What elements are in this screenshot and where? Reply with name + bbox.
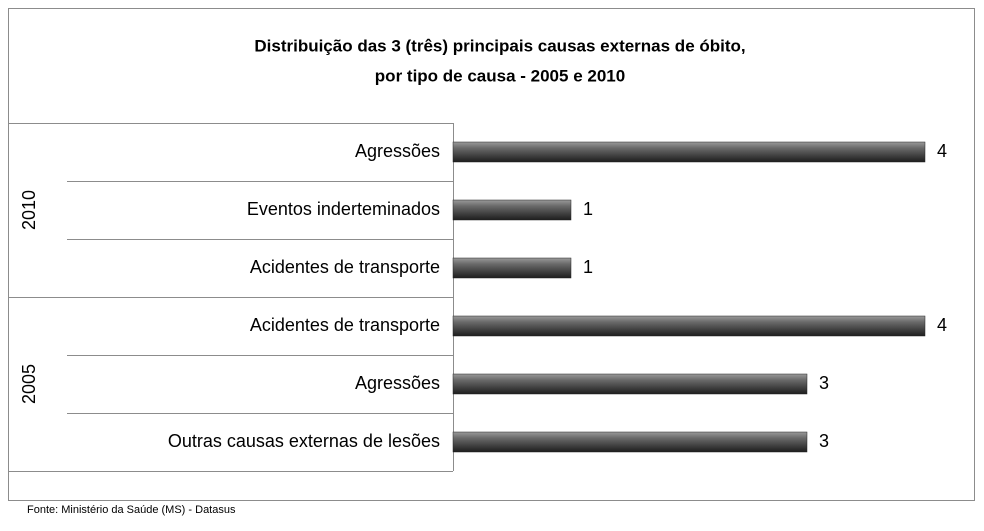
category-label: Eventos inderteminados	[247, 199, 440, 219]
group-label: 2005	[19, 364, 39, 404]
chart-border	[8, 8, 975, 501]
chart-title: Distribuição das 3 (três) principais cau…	[254, 36, 745, 55]
value-label: 3	[819, 431, 829, 451]
value-label: 4	[937, 315, 947, 335]
value-label: 1	[583, 199, 593, 219]
bar	[452, 431, 808, 453]
bar	[452, 257, 572, 279]
value-label: 3	[819, 373, 829, 393]
bar	[452, 373, 808, 395]
value-label: 4	[937, 141, 947, 161]
chart-title: por tipo de causa - 2005 e 2010	[375, 66, 625, 85]
bar	[452, 141, 926, 163]
category-label: Agressões	[355, 141, 440, 161]
group-label: 2010	[19, 190, 39, 230]
source: Fonte: Ministério da Saúde (MS) - Datasu…	[27, 504, 236, 516]
value-label: 1	[583, 257, 593, 277]
category-label: Acidentes de transporte	[250, 257, 440, 277]
category-label: Agressões	[355, 373, 440, 393]
bar	[452, 199, 572, 221]
category-label: Outras causas externas de lesões	[168, 431, 440, 451]
bar	[452, 315, 926, 337]
category-label: Acidentes de transporte	[250, 315, 440, 335]
